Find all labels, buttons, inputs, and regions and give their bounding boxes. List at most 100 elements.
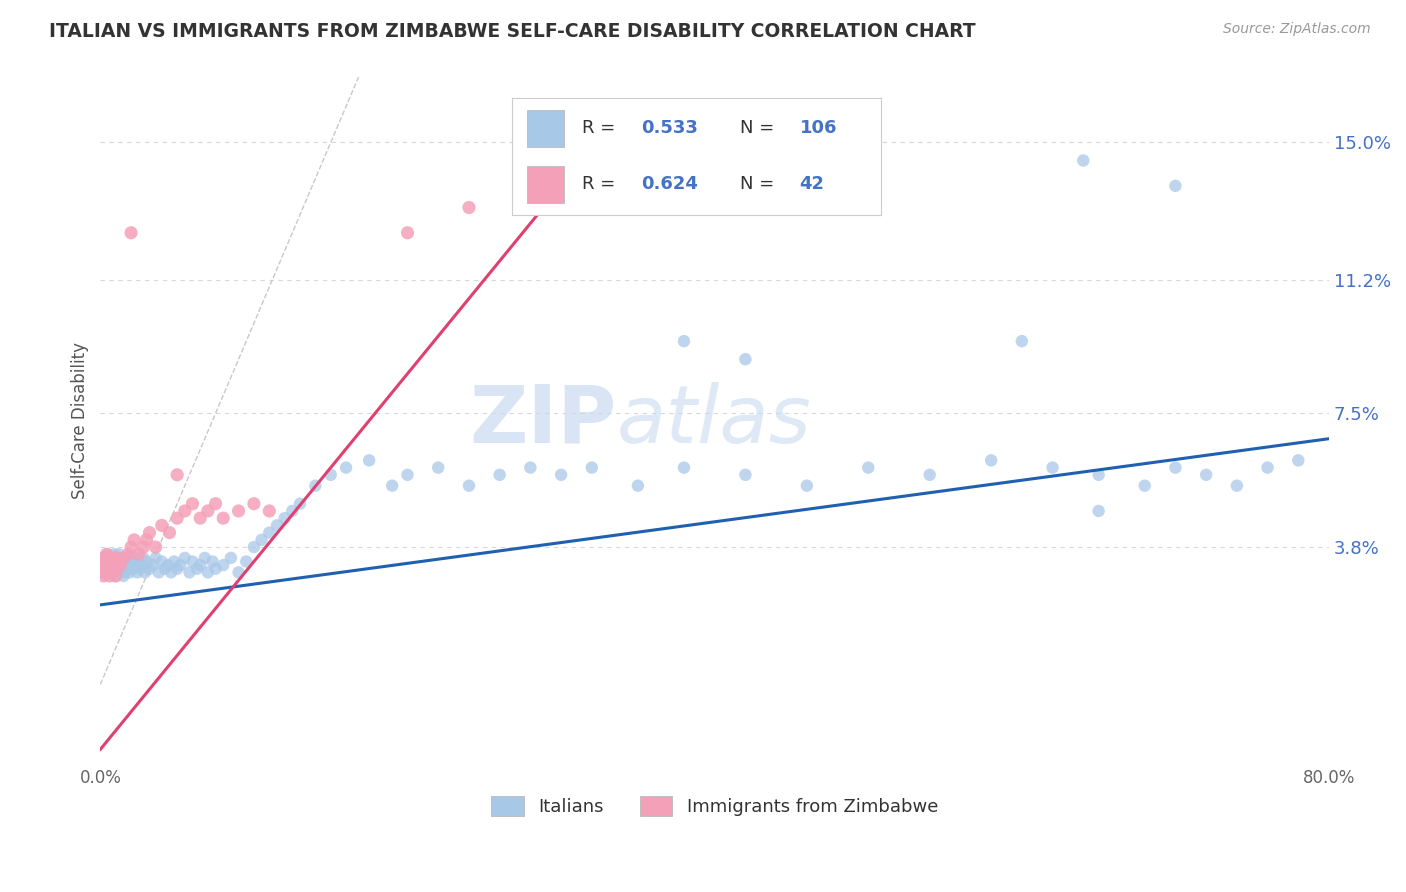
Point <box>104 550 127 565</box>
Point <box>90 566 112 580</box>
Point <box>181 555 204 569</box>
Point <box>98 550 121 565</box>
Point <box>97 555 120 569</box>
Point <box>1164 178 1187 193</box>
Point <box>150 555 173 569</box>
Point <box>135 555 157 569</box>
Point <box>1087 467 1109 482</box>
Point <box>188 511 211 525</box>
Point <box>101 555 124 569</box>
Point <box>110 566 132 580</box>
Point <box>103 558 125 573</box>
Point <box>93 558 115 573</box>
Point <box>243 540 266 554</box>
Point <box>166 511 188 525</box>
Point <box>166 562 188 576</box>
Point <box>134 566 156 580</box>
Point <box>335 460 357 475</box>
Point <box>228 504 250 518</box>
Point <box>266 518 288 533</box>
Point <box>132 550 155 565</box>
Point <box>135 533 157 547</box>
Point <box>105 562 128 576</box>
Point <box>96 547 118 561</box>
Point <box>550 467 572 482</box>
Point <box>117 547 139 561</box>
Point <box>1087 504 1109 518</box>
Point <box>212 558 235 573</box>
Point <box>93 550 115 565</box>
Point <box>796 478 818 492</box>
Point <box>734 467 756 482</box>
Point <box>127 566 149 580</box>
Point <box>1011 334 1033 348</box>
Point <box>581 460 603 475</box>
Point <box>112 550 135 565</box>
Point <box>103 562 125 576</box>
Point <box>114 566 136 580</box>
Point <box>458 478 481 492</box>
Point <box>98 569 121 583</box>
Point <box>672 334 695 348</box>
Point <box>273 511 295 525</box>
Point <box>1286 453 1309 467</box>
Point <box>1071 153 1094 168</box>
Point <box>173 550 195 565</box>
Point <box>519 460 541 475</box>
Point <box>150 518 173 533</box>
Point <box>488 467 510 482</box>
Point <box>1226 478 1249 492</box>
Legend: Italians, Immigrants from Zimbabwe: Italians, Immigrants from Zimbabwe <box>484 789 945 823</box>
Point <box>111 562 134 576</box>
Point <box>204 562 226 576</box>
Point <box>672 460 695 475</box>
Point <box>186 562 208 576</box>
Point <box>1164 460 1187 475</box>
Point <box>101 555 124 569</box>
Point <box>194 550 217 565</box>
Point <box>145 550 167 565</box>
Point <box>169 558 191 573</box>
Point <box>110 558 132 573</box>
Point <box>115 562 138 576</box>
Point <box>94 550 117 565</box>
Point <box>117 550 139 565</box>
Point <box>100 558 122 573</box>
Point <box>148 566 170 580</box>
Point <box>381 478 404 492</box>
Point <box>104 569 127 583</box>
Point <box>627 478 650 492</box>
Point <box>304 478 326 492</box>
Point <box>427 460 450 475</box>
Point <box>163 555 186 569</box>
Point <box>97 566 120 580</box>
Point <box>197 566 219 580</box>
Point <box>173 504 195 518</box>
Point <box>112 569 135 583</box>
Point <box>103 547 125 561</box>
Point <box>153 562 176 576</box>
Point <box>100 562 122 576</box>
Point <box>197 504 219 518</box>
Point <box>259 525 281 540</box>
Point <box>858 460 880 475</box>
Point <box>93 569 115 583</box>
Text: ITALIAN VS IMMIGRANTS FROM ZIMBABWE SELF-CARE DISABILITY CORRELATION CHART: ITALIAN VS IMMIGRANTS FROM ZIMBABWE SELF… <box>49 22 976 41</box>
Point <box>120 540 142 554</box>
Point <box>120 226 142 240</box>
Y-axis label: Self-Care Disability: Self-Care Disability <box>72 343 89 500</box>
Point <box>105 566 128 580</box>
Point <box>107 547 129 561</box>
Point <box>212 511 235 525</box>
Point <box>107 562 129 576</box>
Point <box>1133 478 1156 492</box>
Point <box>111 550 134 565</box>
Point <box>97 547 120 561</box>
Point <box>129 562 152 576</box>
Point <box>121 562 143 576</box>
Point <box>122 533 145 547</box>
Point <box>112 558 135 573</box>
Point <box>1257 460 1279 475</box>
Point <box>96 555 118 569</box>
Point <box>107 555 129 569</box>
